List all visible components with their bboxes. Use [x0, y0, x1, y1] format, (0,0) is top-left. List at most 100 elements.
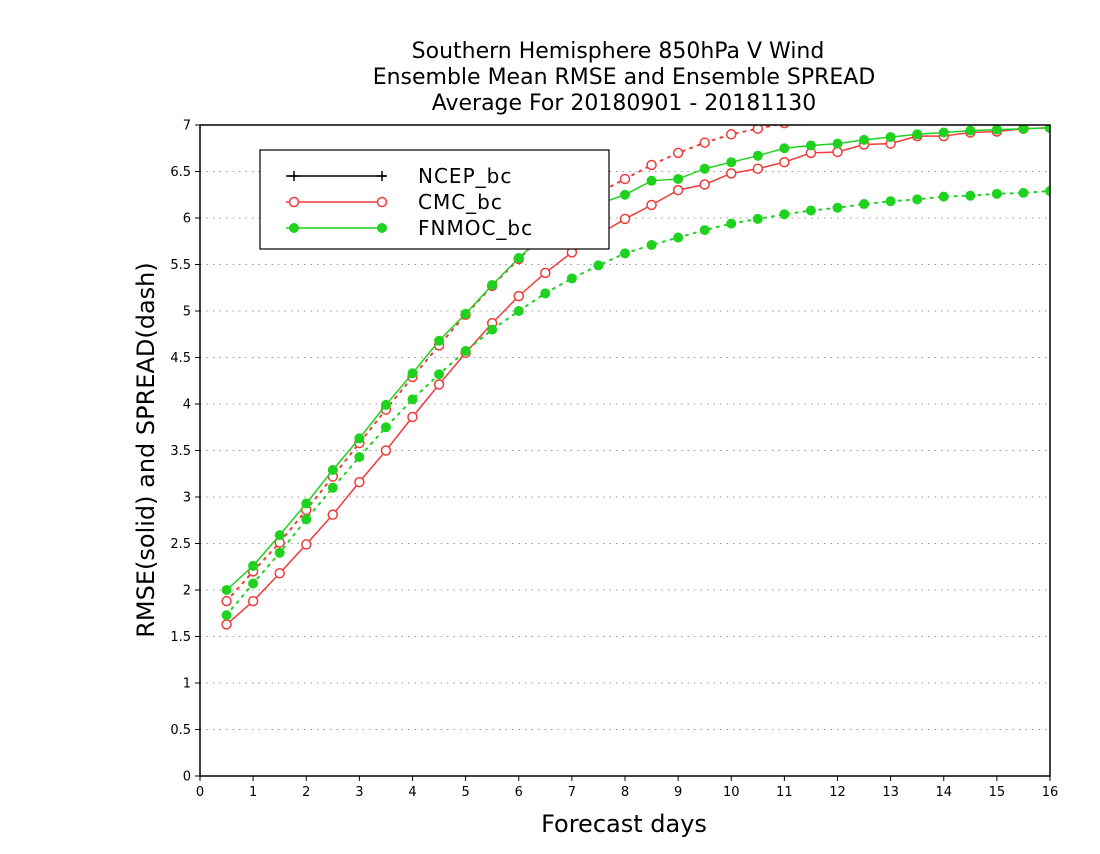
fnmoc-bc-rmse-point: [673, 173, 684, 184]
fnmoc-bc-rmse-point: [487, 279, 498, 290]
fnmoc-bc-spread-point: [434, 369, 445, 380]
fnmoc-bc-rmse-point: [513, 252, 524, 263]
x-tick-label: 2: [302, 785, 310, 800]
fnmoc-bc-spread-point: [832, 202, 843, 213]
cmc-bc-spread-point: [939, 101, 948, 110]
fnmoc-bc-spread-point: [248, 578, 259, 589]
legend-label-cmc-bc: CMC_bc: [418, 190, 503, 214]
x-tick-label: 8: [621, 785, 629, 800]
cmc-bc-rmse-point: [274, 568, 285, 579]
fnmoc-bc-rmse-point: [620, 189, 630, 200]
fnmoc-bc-rmse-point: [248, 560, 259, 571]
fnmoc-bc-rmse-point: [885, 132, 896, 143]
fnmoc-bc-rmse-point: [859, 134, 870, 145]
y-tick-label: 3: [183, 491, 191, 506]
fnmoc-bc-rmse-point: [354, 433, 365, 444]
y-tick-label: 5: [183, 305, 191, 320]
fnmoc-bc-spread-point: [938, 191, 949, 202]
cmc-bc-spread-point: [752, 125, 764, 134]
fnmoc-bc-spread-point: [1018, 187, 1029, 198]
fnmoc-bc-spread-point: [540, 288, 551, 299]
fnmoc-bc-spread-point: [274, 547, 285, 558]
fnmoc-bc-spread-point: [726, 218, 737, 229]
x-tick-label: 5: [461, 785, 469, 800]
fnmoc-bc-spread-point: [620, 248, 630, 259]
cmc-bc-rmse-point: [832, 146, 843, 158]
fnmoc-bc-rmse-point: [301, 498, 312, 509]
legend-marker-cmc-bc: [288, 196, 300, 208]
fnmoc-bc-spread-point: [912, 194, 923, 205]
fnmoc-bc-rmse-point: [805, 140, 816, 151]
fnmoc-bc-rmse-point: [779, 143, 790, 154]
fnmoc-bc-spread-point: [885, 196, 896, 207]
fnmoc-bc-spread-point: [460, 345, 471, 356]
fnmoc-bc-spread-point: [566, 273, 577, 284]
x-tick-label: 6: [515, 785, 523, 800]
fnmoc-bc-spread-point: [1045, 186, 1050, 197]
x-tick-label: 16: [1042, 785, 1059, 800]
y-tick-label: 6.5: [170, 165, 191, 180]
cmc-bc-rmse-point: [646, 199, 657, 211]
y-tick-label: 0.5: [170, 723, 191, 738]
y-tick-label: 5.5: [170, 258, 191, 273]
y-tick-label: 2.5: [170, 537, 191, 552]
cmc-bc-spread-point: [860, 107, 869, 116]
fnmoc-bc-rmse-point: [965, 125, 976, 136]
cmc-bc-spread-point: [221, 595, 232, 607]
fnmoc-bc-rmse-point: [832, 138, 843, 149]
chart-title: Southern Hemisphere 850hPa V Wind Ensemb…: [373, 39, 876, 116]
cmc-bc-rmse-point: [699, 179, 710, 190]
x-tick-label: 13: [882, 785, 899, 800]
legend-label-fnmoc-bc: FNMOC_bc: [418, 216, 533, 240]
fnmoc-bc-rmse-point: [726, 157, 737, 168]
y-tick-label: 0: [183, 770, 191, 785]
legend-label-ncep-bc: NCEP_bc: [418, 164, 512, 188]
cmc-bc-rmse-point: [221, 619, 232, 630]
fnmoc-bc-spread-point: [673, 232, 684, 243]
cmc-bc-rmse-point: [672, 184, 684, 196]
fnmoc-bc-rmse-point: [699, 163, 710, 174]
fnmoc-bc-spread-point: [513, 306, 524, 316]
fnmoc-bc-rmse-point: [1045, 125, 1050, 133]
cmc-bc-rmse-point: [327, 509, 339, 520]
x-tick-label: 9: [674, 785, 682, 800]
fnmoc-bc-rmse-point: [221, 585, 232, 595]
fnmoc-bc-spread-point: [487, 324, 498, 335]
fnmoc-bc-rmse-point: [752, 150, 763, 161]
cmc-bc-spread-point: [726, 129, 737, 140]
cmc-bc-rmse-point: [513, 290, 524, 302]
fnmoc-bc-rmse-group: [221, 125, 1050, 595]
cmc-bc-rmse-point: [380, 445, 392, 456]
fnmoc-bc-rmse-point: [380, 399, 391, 410]
y-tick-label: 1: [183, 677, 191, 692]
fnmoc-bc-spread-point: [221, 610, 232, 621]
x-tick-label: 4: [408, 785, 416, 800]
plot-series: [221, 96, 1055, 630]
fnmoc-bc-spread-point: [407, 394, 418, 405]
fnmoc-bc-rmse-point: [274, 530, 285, 541]
fnmoc-bc-spread-point: [301, 514, 312, 525]
legend-marker-fnmoc-bc: [377, 223, 387, 233]
y-axis-label: RMSE(solid) and SPREAD(dash): [132, 262, 160, 638]
chart-title-line-1: Southern Hemisphere 850hPa V Wind: [412, 39, 825, 64]
y-tick-label: 7: [183, 119, 191, 134]
cmc-bc-rmse-point: [619, 213, 631, 225]
cmc-bc-rmse-point: [752, 163, 764, 174]
cmc-bc-spread-point: [913, 103, 922, 112]
legend-marker-cmc-bc: [376, 196, 388, 208]
cmc-bc-rmse-point: [354, 476, 365, 488]
fnmoc-bc-rmse-point: [991, 125, 1002, 135]
y-tick-label: 4.5: [170, 351, 191, 366]
cmc-bc-spread-point: [699, 137, 710, 148]
fnmoc-bc-spread-point: [646, 239, 657, 250]
cmc-bc-spread-point: [1046, 96, 1055, 105]
fnmoc-bc-spread-point: [354, 452, 365, 463]
x-tick-label: 15: [989, 785, 1006, 800]
x-tick-label: 0: [196, 785, 204, 800]
fnmoc-bc-rmse-point: [327, 465, 338, 476]
y-tick-label: 1.5: [170, 630, 191, 645]
x-tick-label: 14: [935, 785, 952, 800]
fnmoc-bc-spread-point: [991, 188, 1002, 199]
